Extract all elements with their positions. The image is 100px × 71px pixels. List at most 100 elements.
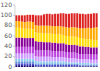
bar-segment: [57, 63, 59, 65]
bar-segment: [37, 61, 39, 63]
bar-segment: [26, 63, 28, 65]
bar-segment: [32, 38, 34, 47]
bar-segment: [65, 27, 67, 36]
bar-segment: [62, 61, 64, 63]
bar-segment: [79, 38, 81, 46]
bar-segment: [32, 15, 34, 22]
bar-segment: [82, 14, 84, 28]
bar-segment: [26, 65, 28, 66]
bar-segment: [24, 22, 26, 29]
bar-segment: [21, 65, 23, 66]
bar-segment: [21, 54, 23, 59]
bar-segment: [40, 65, 42, 67]
y-axis: [15, 5, 16, 67]
y-tick-label: 120: [1, 1, 13, 8]
bar-segment: [96, 60, 98, 64]
bar-segment: [85, 65, 87, 67]
bar-segment: [51, 14, 53, 26]
bar-segment: [54, 14, 56, 26]
bar-segment: [65, 65, 67, 66]
bar-segment: [60, 57, 62, 61]
bar-segment: [68, 14, 70, 28]
bar-segment: [96, 66, 98, 67]
bar-segment: [18, 65, 20, 66]
bar-segment: [51, 63, 53, 65]
bar-segment: [76, 65, 78, 67]
bar-segment: [46, 14, 48, 26]
bar-segment: [90, 28, 92, 39]
bar-segment: [79, 65, 81, 67]
bar-segment: [46, 42, 48, 50]
y-tick: [13, 67, 15, 68]
bar-segment: [90, 47, 92, 54]
bar-segment: [26, 66, 28, 67]
bar-segment: [35, 65, 37, 66]
bar-segment: [68, 62, 70, 64]
y-tick-label: 40: [4, 42, 12, 49]
bar-segment: [32, 54, 34, 59]
bar-segment: [76, 53, 78, 59]
bar-segment: [54, 43, 56, 51]
bar-segment: [68, 66, 70, 67]
bar-segment: [62, 43, 64, 51]
bar-segment: [93, 63, 95, 64]
bar-segment: [49, 57, 51, 62]
bar-segment: [96, 40, 98, 47]
bar-segment: [32, 66, 34, 67]
bar-segment: [65, 66, 67, 67]
bar-segment: [68, 65, 70, 66]
bar-segment: [73, 66, 75, 67]
bar-segment: [82, 54, 84, 59]
bar-segment: [37, 33, 39, 42]
bar-segment: [57, 26, 59, 34]
bar-segment: [79, 54, 81, 59]
bar-segment: [76, 64, 78, 65]
bar-segment: [96, 55, 98, 60]
bar-segment: [96, 47, 98, 54]
bar-segment: [24, 65, 26, 66]
bar-segment: [26, 29, 28, 38]
bar-segment: [57, 66, 59, 67]
bar-segment: [21, 66, 23, 67]
bar-segment: [73, 65, 75, 67]
bar-segment: [82, 65, 84, 67]
bar-segment: [87, 14, 89, 28]
bar-segment: [43, 66, 45, 67]
bar-segment: [93, 65, 95, 67]
bar-segment: [40, 33, 42, 42]
bar-segment: [54, 61, 56, 63]
bar-segment: [79, 63, 81, 65]
bar-segment: [37, 50, 39, 56]
bar-segment: [51, 43, 53, 51]
y-tick: [13, 56, 15, 57]
bar-segment: [79, 14, 81, 28]
bar-segment: [15, 59, 17, 62]
bar-segment: [76, 62, 78, 64]
bar-segment: [26, 38, 28, 47]
bar-segment: [18, 38, 20, 47]
bar-segment: [85, 14, 87, 28]
bar-segment: [57, 65, 59, 67]
bar-segment: [71, 27, 73, 36]
bar-segment: [18, 63, 20, 65]
bar-segment: [57, 43, 59, 51]
bar-segment: [24, 38, 26, 47]
bar-segment: [29, 29, 31, 38]
bar-segment: [46, 26, 48, 34]
bar-segment: [24, 47, 26, 54]
bar-segment: [60, 65, 62, 67]
bar-segment: [60, 63, 62, 65]
bar-segment: [96, 63, 98, 64]
bar-segment: [21, 61, 23, 63]
bar-segment: [18, 47, 20, 54]
bar-segment: [71, 45, 73, 53]
bar-segment: [82, 28, 84, 38]
bar-segment: [35, 25, 37, 32]
bar-segment: [57, 34, 59, 43]
bar-segment: [60, 61, 62, 63]
bar-segment: [24, 61, 26, 63]
bar-segment: [85, 63, 87, 65]
bar-segment: [49, 50, 51, 56]
bar-segment: [26, 47, 28, 54]
bar-segment: [40, 61, 42, 63]
